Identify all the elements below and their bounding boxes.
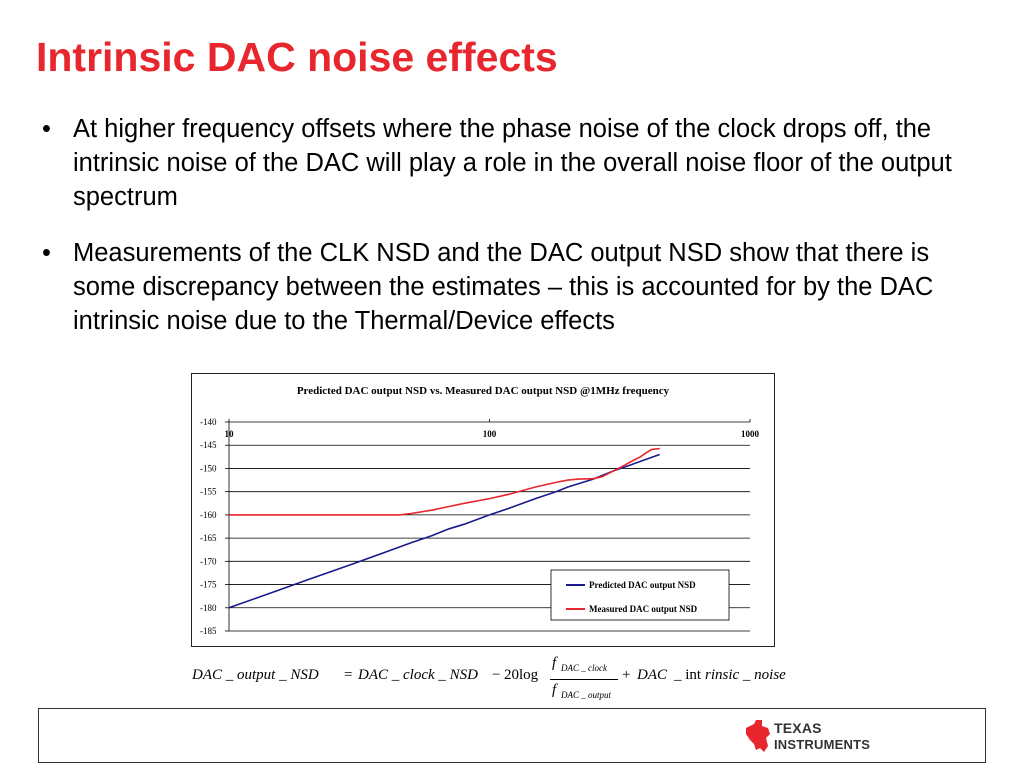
- bullet-marker: •: [42, 239, 51, 267]
- y-tick-label: -170: [200, 556, 217, 566]
- bullet-text: At higher frequency offsets where the ph…: [73, 115, 952, 211]
- logo-line2: INSTRUMENTS: [774, 737, 871, 752]
- formula-intrinsic-noise: rinsic _ noise: [705, 667, 786, 683]
- formula-numerator-sub: DAC _ clock: [561, 663, 607, 673]
- y-tick-label: -145: [200, 440, 217, 450]
- formula-intrinsic-dac: DAC: [637, 667, 667, 683]
- y-tick-label: -175: [200, 580, 217, 590]
- y-tick-label: -140: [200, 417, 217, 427]
- chart-container: Predicted DAC output NSD vs. Measured DA…: [191, 373, 775, 647]
- formula-clock-term: DAC _ clock _ NSD: [358, 667, 478, 683]
- formula-denominator-f: f: [552, 682, 557, 698]
- y-tick-label: -155: [200, 487, 217, 497]
- x-tick-label: 100: [483, 429, 497, 439]
- footer-bar: [38, 708, 986, 763]
- chart-legend: Predicted DAC output NSD Measured DAC out…: [550, 569, 730, 621]
- y-tick-label: -165: [200, 533, 217, 543]
- legend-label: Measured DAC output NSD: [589, 604, 698, 614]
- x-axis-ticks: 10 100 1000: [225, 419, 760, 439]
- ti-logo: [746, 720, 770, 752]
- bullet-marker: •: [42, 115, 51, 143]
- formula-equals: =: [344, 667, 353, 683]
- chart-series: [228, 447, 660, 609]
- formula-numerator-f: f: [552, 655, 557, 671]
- formula-lhs: DAC _ output _ NSD: [192, 667, 319, 683]
- y-axis-ticks: -140 -145 -150 -155 -160 -165 -170 -175 -180 -185: [200, 417, 229, 636]
- formula-intrinsic-int: _ int: [674, 667, 702, 683]
- x-tick-label: 10: [225, 429, 235, 439]
- formula-coefficient: 20log: [504, 667, 539, 683]
- y-tick-label: -185: [200, 626, 217, 636]
- bullet-item: • Measurements of the CLK NSD and the DA…: [42, 236, 982, 338]
- bullet-list: • At higher frequency offsets where the …: [42, 112, 982, 360]
- y-tick-label: -150: [200, 463, 217, 473]
- legend-label: Predicted DAC output NSD: [589, 580, 696, 590]
- legend-box: [550, 569, 730, 621]
- series-line-measured-dac-output-nsd: [229, 447, 660, 516]
- nsd-formula: DAC _ output _ NSD = DAC _ clock _ NSD −…: [192, 655, 812, 705]
- bullet-text: Measurements of the CLK NSD and the DAC …: [73, 239, 934, 335]
- nsd-chart: Predicted DAC output NSD vs. Measured DA…: [200, 385, 760, 636]
- bullet-item: • At higher frequency offsets where the …: [42, 112, 982, 214]
- formula-minus: −: [492, 667, 501, 683]
- x-tick-label: 1000: [741, 429, 760, 439]
- chart-title: Predicted DAC output NSD vs. Measured DA…: [297, 385, 670, 397]
- formula-plus: +: [622, 667, 631, 683]
- texas-state-icon: [746, 720, 770, 752]
- formula-fraction-bar: [550, 679, 618, 680]
- slide-title: Intrinsic DAC noise effects: [36, 34, 558, 80]
- y-tick-label: -160: [200, 510, 217, 520]
- formula-denominator-sub: DAC _ output: [561, 690, 612, 700]
- logo-line1: TEXAS: [774, 720, 822, 736]
- y-tick-label: -180: [200, 603, 217, 613]
